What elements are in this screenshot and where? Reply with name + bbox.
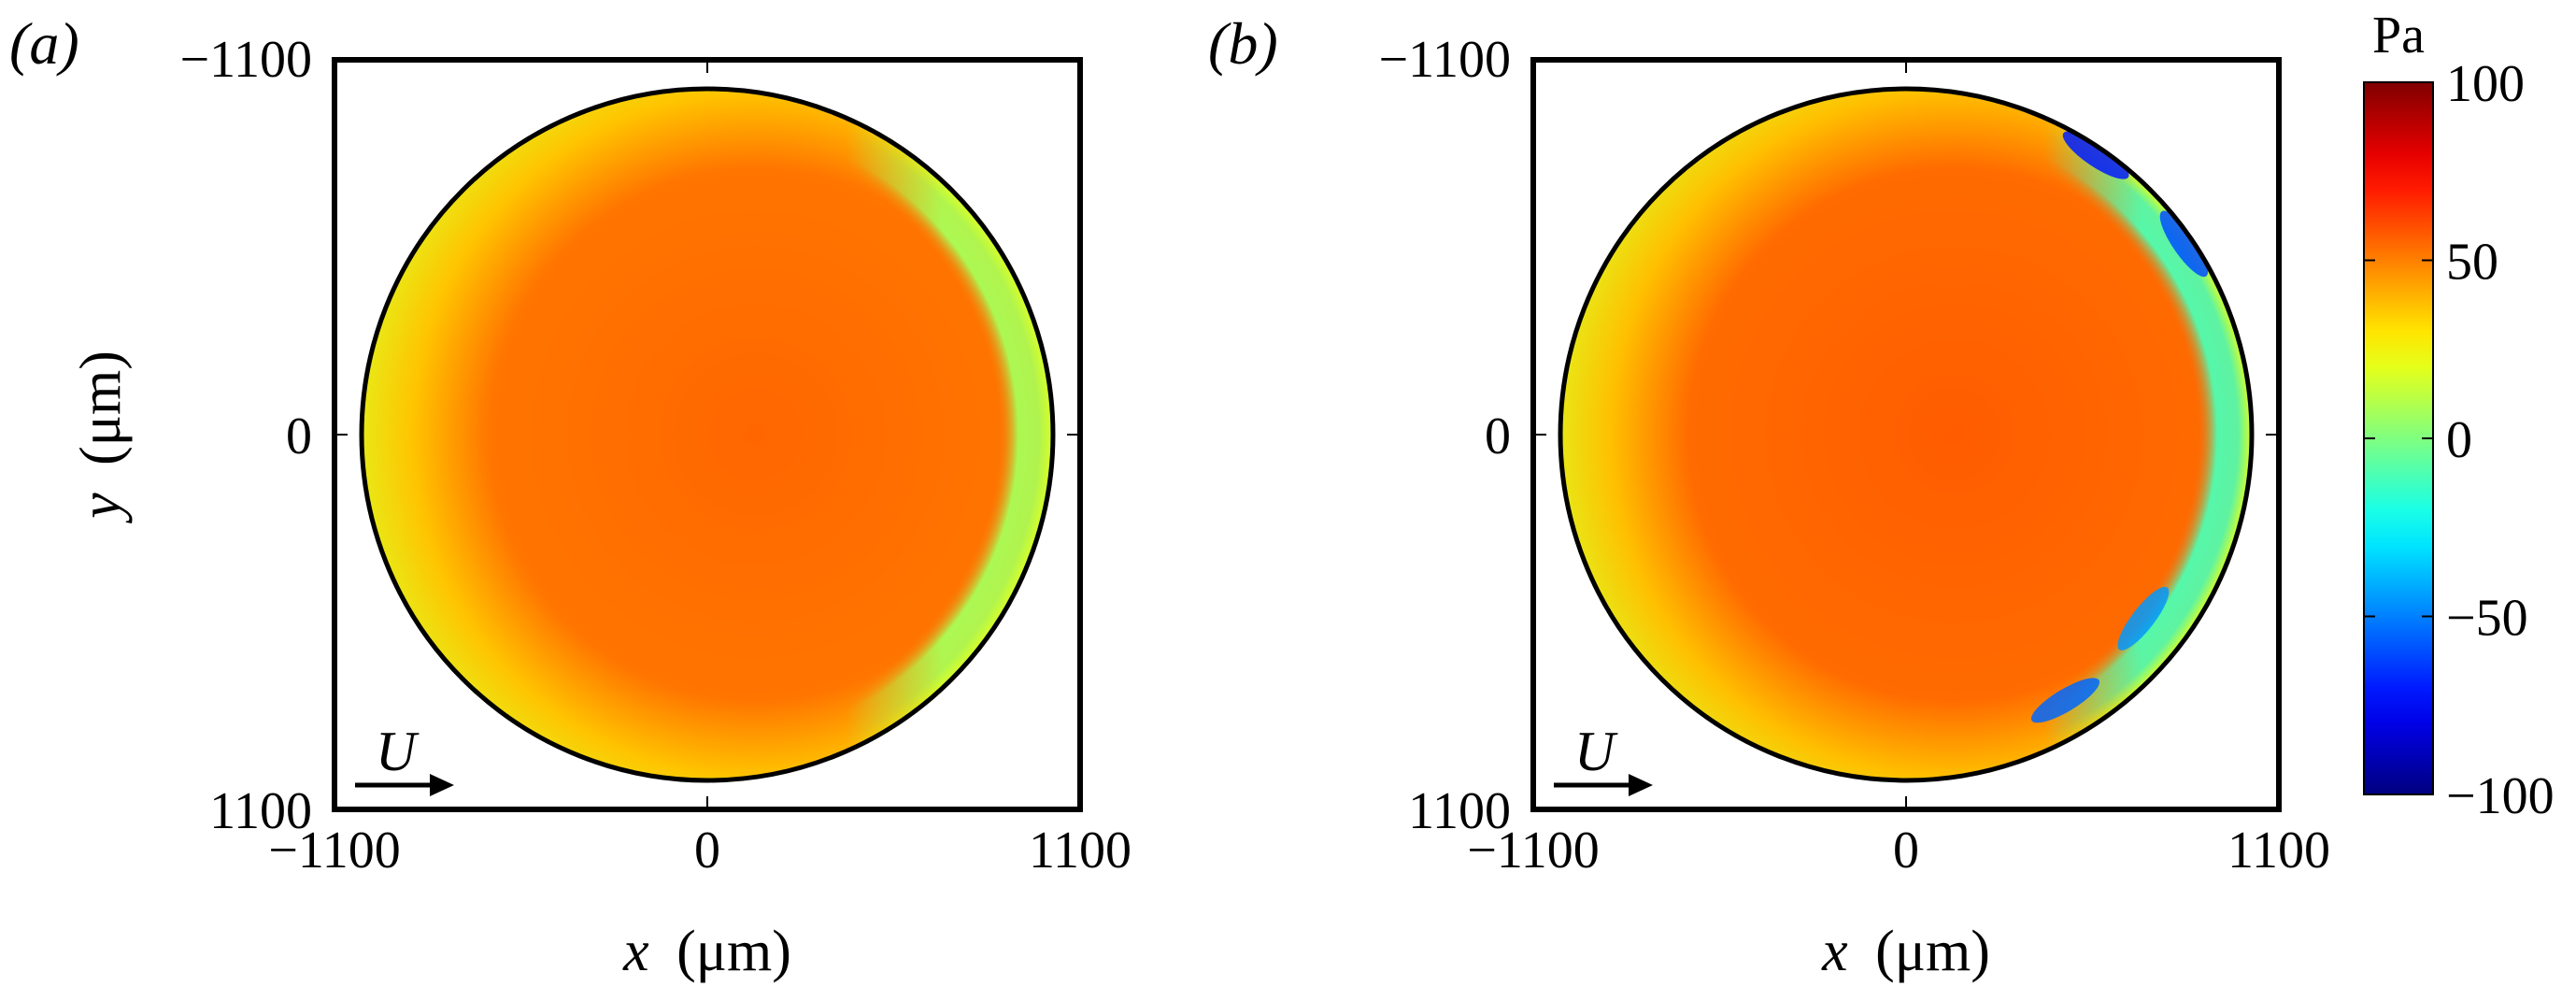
flow-label-a: U (376, 721, 420, 782)
y-axis-symbol-a: y (69, 493, 133, 524)
y-tick-label-b: 0 (1485, 408, 1511, 465)
ticks-a (334, 59, 1081, 810)
x-axis-unit-a: (μm) (676, 920, 791, 983)
x-tick-label-b: −1100 (1467, 822, 1600, 879)
colorbar-tick-label: 0 (2446, 411, 2472, 469)
colorbar: Pa 100 50 0 −50 −100 (2363, 7, 2555, 825)
x-axis-unit-b: (μm) (1875, 920, 1990, 983)
x-axis-label-b: x (μm) (1821, 920, 1990, 983)
negative-pressure-spot (2062, 131, 2129, 179)
x-axis-label-a: x (μm) (622, 920, 791, 983)
negative-pressure-spot (2159, 210, 2209, 278)
colorbar-tick-label: 50 (2446, 234, 2498, 292)
y-axis-unit-a: (μm) (69, 350, 133, 465)
panel-label-b: (b) (1208, 10, 1278, 77)
x-axis-symbol-a: x (622, 920, 649, 983)
panel-label-a: (a) (9, 10, 79, 77)
x-tick-label-b: 0 (1893, 822, 1919, 879)
contact-boundary-b (1558, 86, 2255, 783)
colorbar-tick-label: 100 (2446, 55, 2525, 113)
flow-label-b: U (1574, 721, 1618, 782)
y-tick-label-a: 1100 (209, 782, 312, 840)
x-tick-label-a: 1100 (1029, 822, 1131, 879)
colorbar-unit: Pa (2372, 7, 2425, 64)
y-tick-label-a: −1100 (179, 31, 312, 89)
pressure-crescent (362, 89, 1053, 780)
flow-arrowhead-a (430, 774, 454, 796)
y-tick-label-b: 1100 (1408, 782, 1511, 840)
heatmap-a (362, 89, 1053, 780)
heatmap-b (1560, 89, 2252, 780)
y-axis-label-a: y (μm) (69, 350, 133, 524)
colorbar-tick-label: −50 (2446, 590, 2528, 648)
x-tick-label-a: 0 (694, 822, 720, 879)
x-tick-label-b: 1100 (2227, 822, 2330, 879)
colorbar-ticks (2364, 81, 2433, 795)
flow-arrowhead-b (1629, 774, 1653, 796)
x-axis-symbol-b: x (1821, 920, 1848, 983)
negative-pressure-spot (2117, 586, 2170, 651)
panel-a: (a) −1100 0 1100 −1100 0 1100 x (μm) y (… (9, 10, 1131, 983)
flow-direction-a: U (355, 721, 454, 796)
y-tick-label-a: 0 (286, 408, 312, 465)
negative-pressure-spot (2030, 678, 2100, 723)
panel-b: (b) −1100 0 1100 −1100 0 1100 x (μm) U (1208, 10, 2330, 983)
flow-direction-b: U (1554, 721, 1653, 796)
ticks-b (1532, 59, 2280, 810)
x-tick-label-a: −1100 (268, 822, 401, 879)
contact-boundary-a (359, 86, 1056, 783)
pressure-crescent (1560, 89, 2252, 780)
colorbar-gradient (2363, 81, 2434, 795)
colorbar-tick-label: −100 (2446, 767, 2555, 825)
y-tick-label-b: −1100 (1378, 31, 1511, 89)
